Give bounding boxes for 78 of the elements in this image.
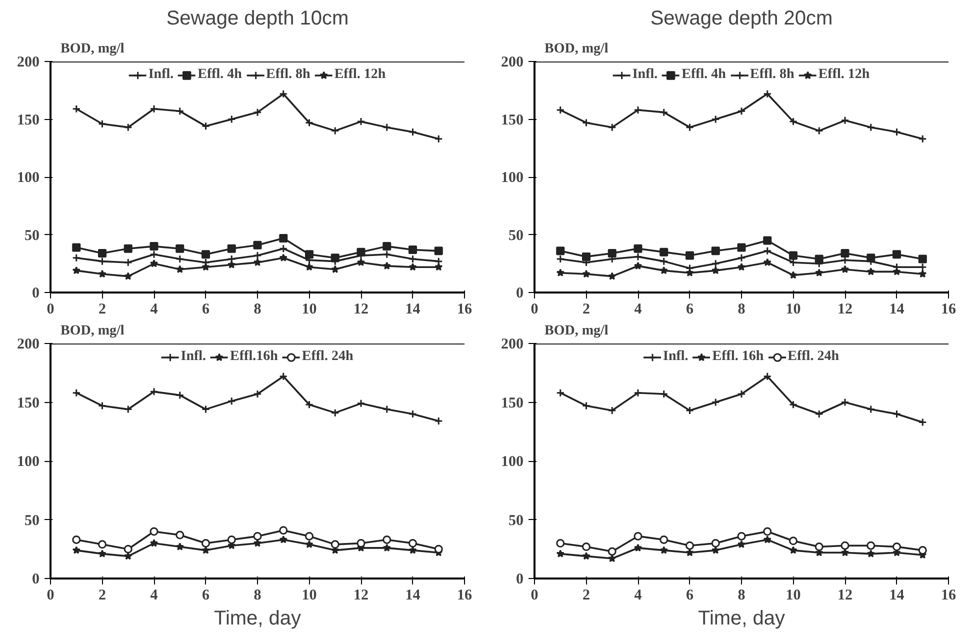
- x-tick-label: 8: [254, 588, 262, 604]
- y-tick-label: 200: [501, 336, 524, 352]
- legend-label: Effl. 12h: [334, 67, 386, 83]
- x-tick-label: 2: [98, 302, 106, 318]
- legend-label: Effl. 24h: [302, 349, 354, 365]
- y-tick-label: 150: [501, 112, 524, 128]
- y-tick-label: 200: [501, 54, 524, 70]
- y-axis-title: BOD, mg/l: [60, 324, 124, 338]
- x-axis-title: Time, day: [698, 608, 786, 630]
- x-tick-label: 0: [46, 302, 54, 318]
- y-axis-title: BOD, mg/l: [544, 42, 608, 56]
- y-tick-label: 100: [501, 170, 524, 186]
- y-tick-label: 150: [17, 395, 40, 412]
- x-tick-label: 12: [838, 588, 852, 604]
- x-tick-label: 16: [457, 588, 472, 604]
- x-tick-label: 0: [46, 588, 54, 604]
- x-tick-label: 4: [150, 588, 158, 604]
- legend-label: Effl. 8h: [266, 67, 310, 83]
- y-tick-label: 0: [516, 286, 524, 302]
- legend-label: Effl. 12h: [818, 67, 870, 83]
- x-tick-label: 14: [405, 588, 421, 604]
- x-tick-label: 6: [686, 588, 694, 604]
- legend-label: Infl.: [632, 67, 658, 83]
- legend-label: Infl.: [148, 67, 174, 83]
- legend-label: Effl. 4h: [198, 67, 242, 83]
- legend-label: Effl. 16h: [712, 349, 764, 365]
- y-tick-label: 150: [17, 112, 40, 128]
- x-tick-label: 14: [889, 302, 905, 318]
- x-tick-label: 14: [889, 588, 905, 604]
- x-tick-label: 0: [530, 588, 538, 604]
- y-axis-title: BOD, mg/l: [544, 324, 608, 338]
- x-tick-label: 16: [941, 302, 956, 318]
- x-tick-label: 10: [302, 302, 317, 318]
- x-tick-label: 6: [686, 302, 694, 318]
- legend-label: Effl. 8h: [750, 67, 794, 83]
- y-tick-label: 100: [17, 170, 40, 186]
- y-tick-label: 100: [501, 454, 524, 470]
- x-tick-label: 4: [150, 302, 158, 318]
- chart-title: Sewage depth 10cm: [166, 8, 349, 30]
- x-tick-label: 14: [405, 302, 421, 318]
- y-tick-label: 0: [32, 286, 40, 302]
- x-tick-label: 8: [254, 302, 262, 318]
- x-tick-label: 16: [457, 302, 472, 318]
- x-tick-label: 8: [738, 302, 746, 318]
- x-tick-label: 10: [786, 302, 801, 318]
- y-tick-label: 200: [17, 336, 40, 352]
- x-tick-label: 6: [202, 588, 210, 604]
- x-tick-label: 10: [302, 588, 317, 604]
- y-tick-label: 150: [501, 395, 524, 412]
- x-tick-label: 2: [98, 588, 106, 604]
- x-tick-label: 2: [582, 588, 590, 604]
- legend-label: Infl.: [663, 349, 688, 365]
- x-tick-label: 2: [582, 302, 590, 318]
- legend-label: Effl.16h: [230, 349, 278, 365]
- y-tick-label: 50: [24, 512, 40, 529]
- y-tick-label: 50: [24, 228, 40, 244]
- legend-label: Effl. 24h: [788, 349, 839, 365]
- y-tick-label: 50: [508, 228, 524, 244]
- x-tick-label: 8: [738, 588, 746, 604]
- x-tick-label: 12: [354, 588, 368, 604]
- y-tick-label: 100: [17, 454, 40, 470]
- y-tick-label: 0: [32, 572, 40, 588]
- y-tick-label: 200: [17, 54, 40, 70]
- x-axis-title: Time, day: [214, 608, 302, 630]
- x-tick-label: 12: [354, 302, 368, 318]
- y-tick-label: 0: [516, 572, 524, 588]
- y-axis-title: BOD, mg/l: [60, 42, 124, 56]
- x-tick-label: 0: [530, 302, 538, 318]
- x-tick-label: 16: [941, 588, 956, 604]
- x-tick-label: 12: [838, 302, 852, 318]
- y-tick-label: 50: [508, 512, 524, 529]
- x-tick-label: 4: [634, 588, 642, 604]
- chart-title: Sewage depth 20cm: [650, 8, 833, 30]
- legend-label: Infl.: [180, 349, 206, 365]
- legend-label: Effl. 4h: [682, 67, 726, 83]
- x-tick-label: 4: [634, 302, 642, 318]
- x-tick-label: 10: [786, 588, 801, 604]
- x-tick-label: 6: [202, 302, 210, 318]
